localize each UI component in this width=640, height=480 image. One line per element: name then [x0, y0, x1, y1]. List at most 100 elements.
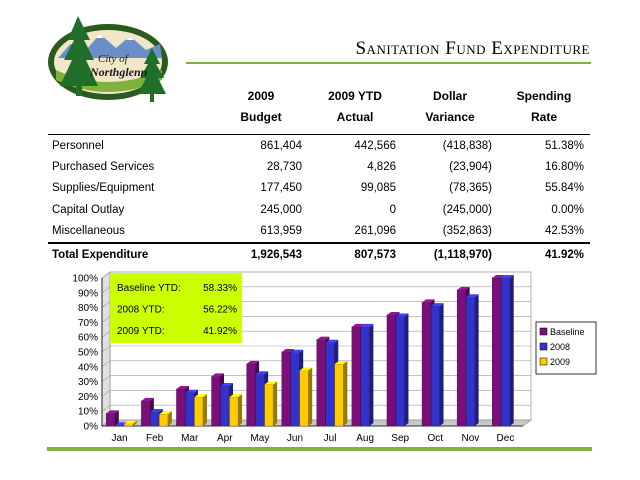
- x-tick-label: Apr: [217, 433, 233, 444]
- bar-top: [255, 371, 269, 375]
- bar-side: [439, 303, 444, 426]
- bar-top: [106, 410, 119, 414]
- row-budget: 28,730: [266, 161, 302, 174]
- row-variance: (245,000): [442, 203, 492, 216]
- annotation-label: 2009 YTD:: [117, 326, 165, 337]
- bar-front: [501, 277, 510, 427]
- bar-top: [159, 411, 172, 415]
- bar-2009: [299, 367, 313, 427]
- bar-front: [185, 392, 195, 427]
- gridline: [101, 271, 531, 279]
- page-title: Sanitation Fund Expenditure: [355, 38, 590, 59]
- x-tick-label: Jan: [111, 433, 127, 444]
- bar-top: [334, 360, 348, 364]
- bar-side: [114, 410, 119, 426]
- bar-side: [404, 313, 409, 426]
- bar-front: [492, 277, 501, 427]
- bar-front: [124, 423, 133, 427]
- row-actual: 442,566: [308, 134, 402, 157]
- bar-top: [466, 294, 479, 298]
- bar-top: [325, 339, 339, 343]
- total-label: Total Expenditure: [48, 241, 214, 266]
- table-row: Miscellaneous 613,959 261,096 (352,863) …: [48, 221, 590, 243]
- bar-front: [456, 289, 466, 427]
- expenditure-table: 2009 Budget 2009 YTD Actual Dollar Variance…: [48, 86, 590, 266]
- y-tick-label: 70%: [78, 318, 98, 329]
- bar-side: [343, 360, 348, 426]
- x-tick-label: Feb: [146, 433, 164, 444]
- total-rate: 41.92%: [498, 241, 590, 266]
- row-label: Miscellaneous: [52, 225, 125, 238]
- annotation-label: 2008 YTD:: [117, 305, 165, 316]
- y-tick-label: 20%: [78, 392, 98, 403]
- x-tick-label: Jul: [324, 433, 337, 444]
- bar-front: [115, 425, 124, 427]
- y-tick-label: 100%: [72, 274, 98, 285]
- bar-front: [316, 339, 326, 427]
- bar-top: [246, 360, 260, 364]
- bar-side: [238, 394, 243, 426]
- bar-front: [395, 316, 405, 427]
- annotation-value: 58.33%: [203, 283, 237, 294]
- total-budget: 1,926,543: [214, 241, 308, 266]
- bar-front: [106, 413, 115, 427]
- logo-grass: [56, 70, 162, 92]
- bar-front: [220, 385, 230, 427]
- bar-side: [308, 367, 313, 426]
- bar-top: [431, 303, 444, 307]
- x-tick-label: May: [250, 433, 269, 444]
- bar-top: [229, 394, 243, 398]
- table-row: Purchased Services 28,730 4,826 (23,904)…: [48, 156, 590, 177]
- bar-front: [229, 396, 239, 427]
- spending-rate-chart: 0% 10% 20% 30% 40% 50% 60% 70% 80% 90% 100% Jan Feb M…: [72, 271, 597, 444]
- bar-top: [351, 323, 365, 327]
- annotation-value: 56.22%: [203, 305, 237, 316]
- row-actual: 0: [389, 203, 396, 216]
- annotation-background: [110, 273, 242, 343]
- bar-front: [194, 396, 204, 427]
- bar-side: [167, 411, 172, 426]
- header-label: [48, 86, 214, 135]
- ytd-annotation-box: Baseline YTD: 58.33% 2008 YTD: 56.22% 2009 Y…: [110, 273, 242, 343]
- row-variance: (352,863): [442, 225, 492, 238]
- row-rate: 51.38%: [498, 134, 590, 157]
- legend-label: Baseline: [550, 327, 585, 337]
- row-label: Supplies/Equipment: [52, 182, 155, 195]
- header-rate: Spending Rate: [516, 89, 572, 124]
- row-rate: 55.84%: [544, 182, 584, 195]
- table-row: Personnel 861,404 442,566 (418,838) 51.3…: [48, 134, 590, 157]
- bar-front: [386, 314, 396, 427]
- bar-top: [281, 349, 295, 352]
- bar-front: [360, 326, 370, 427]
- bar-side: [132, 420, 137, 426]
- bar-top: [457, 286, 470, 290]
- bar-2009: [229, 394, 243, 427]
- y-tick-label: 10%: [78, 407, 98, 418]
- y-tick-label: 30%: [78, 377, 98, 388]
- y-tick-label: 40%: [78, 362, 98, 373]
- legend-label: 2009: [550, 357, 570, 367]
- bar-front: [299, 370, 309, 427]
- annotation-value: 41.92%: [203, 326, 237, 337]
- table-header-row: 2009 Budget 2009 YTD Actual Dollar Variance…: [48, 86, 590, 135]
- total-row: Total Expenditure 1,926,543 807,573 (1,1…: [48, 241, 590, 266]
- bar-front: [150, 411, 160, 427]
- bar-top: [299, 367, 313, 371]
- x-tick-label: Sep: [391, 433, 409, 444]
- bar-top: [422, 299, 435, 303]
- bar-side: [509, 275, 514, 426]
- bar-front: [255, 373, 265, 427]
- bar-side: [369, 323, 374, 426]
- bar-front: [246, 363, 256, 427]
- y-tick-label: 50%: [78, 348, 98, 359]
- bar-top: [220, 383, 234, 387]
- y-tick-label: 0%: [84, 422, 99, 433]
- total-actual: 807,573: [308, 241, 402, 266]
- bar-top: [185, 389, 198, 393]
- x-tick-label: Dec: [497, 433, 515, 444]
- bar-top: [124, 420, 137, 424]
- chart-legend: Baseline 2008 2009: [535, 321, 597, 375]
- bar-2008: [501, 275, 514, 427]
- bar-top: [360, 323, 374, 327]
- bar-top: [194, 394, 207, 398]
